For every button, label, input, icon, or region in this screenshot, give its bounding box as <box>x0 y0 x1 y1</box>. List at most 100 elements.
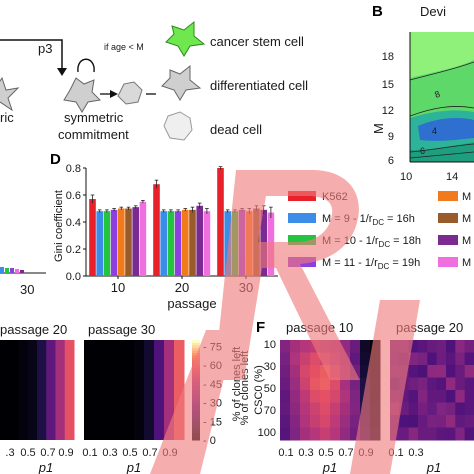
heatmap-cell <box>427 352 438 366</box>
heatmap-cell <box>427 402 438 416</box>
colorbar-segment <box>192 347 200 351</box>
heatmap-cell <box>418 402 428 416</box>
heatmap-cell <box>464 402 474 416</box>
heatmap-xlabel: p1 <box>322 460 337 474</box>
colorbar-segment <box>192 340 200 343</box>
legend-swatch <box>438 213 458 223</box>
panel-d-ylabel: Gini coefficient <box>53 190 65 262</box>
heatmap-xtick: 0.3 <box>298 447 313 459</box>
panel-d-ytick: 0.4 <box>66 217 81 229</box>
watermark-stroke <box>150 330 236 474</box>
heatmap-cell <box>84 340 95 440</box>
differentiated-cell-icon <box>161 64 202 101</box>
heatmap-cell <box>46 340 56 440</box>
bar <box>167 211 175 276</box>
heatmap-cell <box>455 427 466 441</box>
heatmap-cell <box>340 427 351 441</box>
heatmap-cell <box>104 340 115 440</box>
heatmap-cell <box>350 402 361 416</box>
heatmap-cell <box>300 340 311 353</box>
panel-d-ytick: 0.0 <box>66 271 81 283</box>
heatmap-cell <box>360 352 371 366</box>
heatmap-cell <box>290 352 301 366</box>
heatmap-cell <box>399 402 410 416</box>
heatmap-xtick: 0.9 <box>58 447 73 459</box>
heatmap-cell <box>446 352 456 366</box>
heatmap-cell <box>94 340 105 440</box>
heatmap-cell <box>350 415 361 428</box>
heatmap-cell <box>464 365 474 378</box>
bar <box>174 211 182 276</box>
differentiated-cell-icon <box>63 77 102 113</box>
bar <box>160 211 167 276</box>
heatmap-title: passage 20 <box>0 322 67 337</box>
heatmap-cell <box>464 377 474 391</box>
heatmap-cell <box>300 377 311 391</box>
heatmap-cell <box>280 340 291 353</box>
heatmap-cell <box>446 377 456 391</box>
heatmap-cell <box>300 402 311 416</box>
panel-b-ytick: 12 <box>382 105 394 117</box>
heatmap-cell <box>350 377 361 391</box>
heatmap-cell <box>436 377 447 391</box>
panel-d-xtick: 20 <box>175 280 189 295</box>
bar <box>132 207 139 276</box>
heatmap-cell <box>446 390 456 403</box>
heatmap-cell <box>446 427 456 441</box>
differentiated-cell-icon <box>0 76 20 112</box>
bar <box>182 209 189 276</box>
contour-band <box>410 142 474 162</box>
heatmap-ytick: 70 <box>264 405 276 417</box>
heatmap-cell <box>300 352 311 366</box>
heatmap-cell <box>310 415 321 428</box>
legend-cancer-stem-cell: cancer stem cell <box>210 34 304 49</box>
heatmap-xtick: 0.1 <box>278 447 293 459</box>
heatmap-cell <box>144 340 155 440</box>
bar <box>125 208 132 276</box>
heatmap-cell <box>446 415 456 428</box>
heatmap-cell <box>436 390 447 403</box>
left-chart-stub: 30 <box>0 267 46 297</box>
heatmap-cell <box>418 427 428 441</box>
heatmap-cell <box>290 340 301 353</box>
panel-d-ytick: 0.2 <box>66 244 81 256</box>
heatmap-cell <box>418 390 428 403</box>
stub-bar <box>20 270 24 273</box>
heatmap-xtick: .3 <box>5 447 14 459</box>
heatmap-xtick: 0.5 <box>122 447 137 459</box>
heatmap-cell <box>436 415 447 428</box>
watermark-stroke <box>350 300 420 474</box>
heatmap-cell <box>418 340 428 353</box>
heatmap-cell <box>446 402 456 416</box>
heatmap-cell <box>320 427 331 441</box>
panel-d-ytick: 0.8 <box>66 163 81 175</box>
panel-b: B Devi 8 4 6 M 18 15 12 9 6 10 14 <box>371 3 474 183</box>
bar <box>224 211 231 276</box>
heatmap-cell <box>290 427 301 441</box>
panel-b-yticks: 18 15 12 9 6 <box>382 51 394 167</box>
heatmap-passage-20-left <box>0 340 75 440</box>
heatmap-cell <box>455 415 466 428</box>
cancer-stem-cell-icon <box>165 20 206 57</box>
heatmap-cell <box>290 402 301 416</box>
panel-b-ylabel: M <box>371 123 386 134</box>
bar <box>139 201 147 276</box>
heatmap-cell <box>418 352 428 366</box>
heatmap-cell <box>330 427 341 441</box>
heatmap-cell <box>427 365 438 378</box>
heatmap-cell <box>455 365 466 378</box>
heatmap-cell <box>280 377 291 391</box>
heatmap-cell <box>330 415 341 428</box>
heatmap-cell <box>427 427 438 441</box>
heatmap-cell <box>310 365 321 378</box>
heatmap-cell <box>18 340 29 440</box>
commitment-label: commitment <box>58 127 129 142</box>
heatmap-cell <box>408 352 419 366</box>
heatmap-cell <box>408 340 419 353</box>
heatmap-cell <box>280 352 291 366</box>
heatmap-cell <box>408 365 419 378</box>
dead-cell-icon <box>163 111 193 141</box>
panel-b-ytick: 6 <box>388 155 394 167</box>
schema-arrow-head <box>57 68 67 76</box>
heatmap-xlabel: p1 <box>38 460 53 474</box>
